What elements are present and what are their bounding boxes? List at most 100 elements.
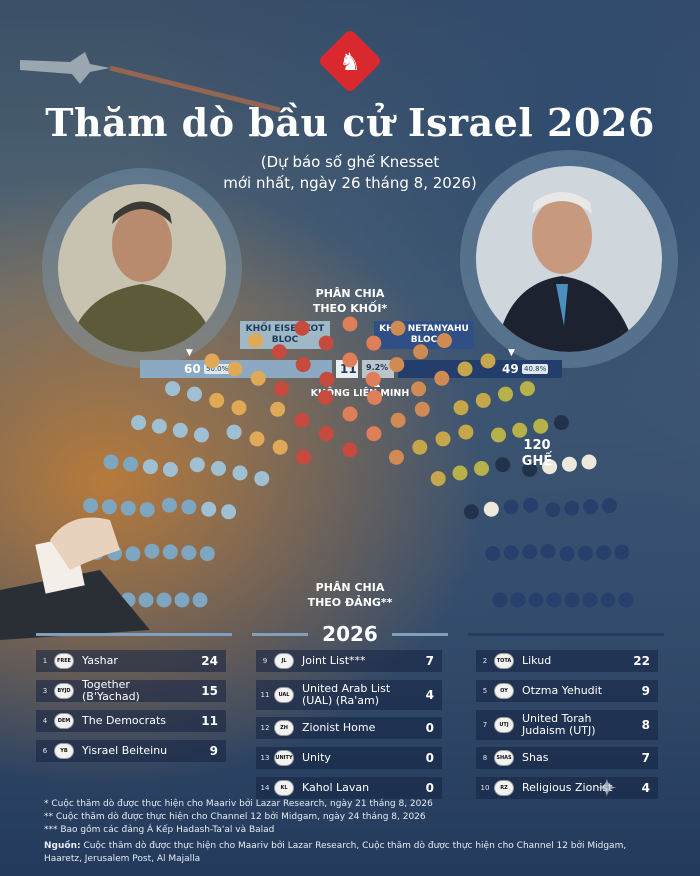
bloc-title-line: THEO KHỐI* (312, 302, 388, 315)
seat-dot (458, 424, 474, 440)
party-name: Joint List*** (302, 654, 366, 667)
party-seats: 8 (641, 718, 650, 732)
subtitle-line: (Dự báo số ghế Knesset (260, 153, 440, 171)
party-seats: 24 (201, 654, 218, 668)
party-number: 4 (42, 717, 48, 725)
horse-head-icon: ♞ (339, 48, 361, 76)
party-name: Religious Zionist (522, 781, 613, 794)
seat-dot (318, 426, 334, 442)
seat-dot (434, 370, 450, 386)
netanyahu-bloc-tag: KHỐI NETANYAHU BLOC (374, 321, 474, 349)
seat-dot (161, 497, 177, 513)
seat-dot (131, 415, 147, 431)
footnote-line: ** Cuộc thăm dò được thực hiện cho Chann… (44, 812, 426, 822)
seat-dot (414, 401, 430, 417)
seat-dot (271, 344, 287, 360)
seat-dot (614, 544, 630, 560)
party-number: 8 (482, 754, 488, 762)
seat-dot (522, 462, 538, 477)
party-logo-icon: BYJD (54, 683, 74, 699)
party-name: Zionist Home (302, 721, 376, 734)
party-logo-icon: YB (54, 743, 74, 759)
seat-dot (165, 381, 181, 397)
seat-dot (125, 546, 141, 562)
seat-dot (192, 592, 208, 608)
seat-dot (248, 333, 264, 349)
netanyahu-bloc-label: KHỐI NETANYAHU (379, 324, 469, 334)
no-coalition-label: KHÔNG LIÊN MINH (310, 388, 410, 399)
party-number: 5 (482, 687, 488, 695)
party-number: 13 (260, 754, 270, 762)
eisenkot-pct: 50.0% (204, 364, 231, 374)
seat-dot (436, 333, 452, 349)
party-name: Kahol Lavan (302, 781, 370, 794)
party-row: 2 TOTA Likud 22 (476, 650, 658, 672)
party-name: Yashar (82, 654, 118, 667)
party-seats: 0 (425, 721, 434, 735)
seat-dot (144, 543, 160, 559)
seat-dot (413, 344, 429, 360)
party-seats: 9 (641, 684, 650, 698)
party-seats: 15 (201, 684, 218, 698)
year-label: 2026 (322, 622, 378, 646)
netanyahu-bloc-label: BLOC (410, 335, 438, 345)
seat-dot (295, 357, 311, 373)
seat-dot (181, 545, 197, 561)
party-row: 4 DEM The Democrats 11 (36, 710, 226, 732)
seat-dot (139, 502, 155, 518)
netanyahu-seats: 49 (502, 362, 519, 376)
eisenkot-portrait (58, 184, 226, 352)
seat-dot (540, 543, 556, 559)
party-seats: 4 (641, 781, 650, 795)
seat-dot (533, 418, 549, 434)
party-name: Shas (522, 751, 549, 764)
seat-dot (209, 392, 225, 408)
party-seats: 22 (633, 654, 650, 668)
seat-dot (272, 439, 288, 455)
seat-dot (103, 454, 119, 470)
seat-dot (101, 499, 117, 515)
party-seats: 7 (641, 751, 650, 765)
party-name: Likud (522, 654, 552, 667)
party-logo-icon: ZH (274, 720, 294, 736)
divider (468, 633, 664, 636)
seat-dot (390, 320, 406, 336)
party-row: 11 UAL United Arab List (UAL) (Ra'am) 4 (256, 680, 442, 710)
seat-dot (187, 386, 202, 402)
seat-dot (412, 439, 428, 455)
seat-dot (411, 381, 427, 397)
page-subtitle: (Dự báo số ghế Knesset mới nhất, ngày 26… (200, 152, 500, 194)
netanyahu-portrait (476, 166, 662, 352)
seat-dot (221, 504, 237, 520)
bloc-section-title: PHÂN CHIA THEO KHỐI* (290, 286, 410, 316)
page-title: Thăm dò bầu cử Israel 2026 (45, 100, 655, 145)
seat-dot (318, 335, 334, 351)
seat-dot (435, 431, 451, 447)
seat-dot (138, 592, 154, 608)
party-logo-icon: TOTA (494, 653, 514, 669)
sources-label: Nguồn: (44, 841, 81, 851)
seat-dot (296, 449, 312, 465)
seat-dot (561, 456, 577, 472)
party-seats: 7 (425, 654, 434, 668)
party-logo-icon: UTJ (494, 717, 514, 733)
seat-dot (512, 422, 528, 438)
fighter-jet-icon (20, 52, 281, 113)
party-number: 12 (260, 724, 270, 732)
party-row: 13 UNITY Unity 0 (256, 747, 442, 769)
seat-dot (600, 592, 616, 608)
seat-dot (273, 381, 289, 397)
party-logo-icon: KL (274, 780, 294, 796)
seat-dot (510, 592, 526, 608)
party-title-line: THEO ĐẢNG** (307, 596, 393, 609)
party-row: 1 FREE Yashar 24 (36, 650, 226, 672)
seat-dot (523, 497, 539, 513)
seat-dot (492, 592, 508, 608)
party-row: 10 RZ Religious Zionist 4 (476, 777, 658, 799)
seat-dot (151, 418, 167, 434)
seat-dot (342, 316, 358, 332)
seat-dot (365, 371, 381, 387)
arrow-down-icon: ▼ (508, 348, 515, 358)
seat-dot (227, 361, 243, 377)
seat-dot (317, 390, 333, 405)
